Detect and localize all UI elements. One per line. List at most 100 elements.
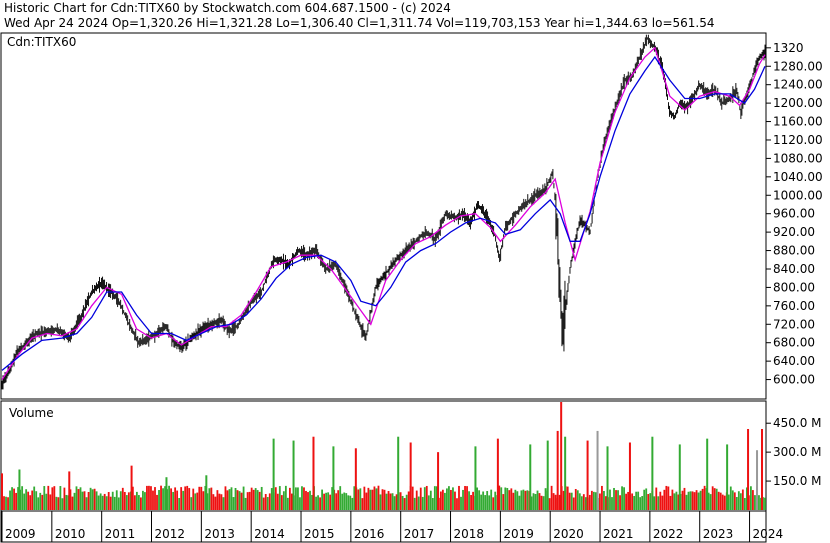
- volume-bar: [703, 485, 706, 510]
- volume-spike-bar: [706, 438, 709, 510]
- volume-bar: [234, 487, 237, 510]
- volume-bar: [39, 492, 42, 510]
- volume-bar: [117, 497, 120, 510]
- volume-bar: [105, 496, 108, 510]
- volume-spike-bar: [18, 469, 21, 510]
- volume-bar: [43, 486, 46, 510]
- volume-bar: [188, 488, 191, 510]
- volume-bar: [510, 488, 513, 510]
- volume-bar: [685, 494, 688, 510]
- volume-bar: [490, 489, 493, 510]
- volume-bar: [295, 487, 297, 510]
- volume-bar: [552, 493, 555, 510]
- volume-bar: [135, 491, 138, 510]
- volume-bar: [236, 490, 239, 510]
- volume-bar: [482, 491, 485, 510]
- volume-bar: [91, 489, 94, 510]
- volume-bar: [103, 493, 106, 510]
- volume-bar: [758, 495, 760, 510]
- volume-bar: [665, 485, 668, 510]
- volume-bar: [655, 487, 658, 510]
- volume-bar: [111, 491, 114, 510]
- volume-bar: [739, 493, 742, 510]
- volume-bar: [439, 491, 442, 510]
- volume-bar: [717, 491, 720, 510]
- volume-bar: [202, 491, 205, 510]
- volume-bar: [212, 494, 215, 510]
- volume-bar: [97, 495, 100, 510]
- volume-bar: [311, 495, 313, 510]
- volume-bar: [45, 493, 48, 510]
- volume-bar: [534, 493, 537, 510]
- volume-bar: [258, 491, 261, 510]
- volume-bar: [578, 493, 581, 510]
- volume-bar: [407, 491, 410, 510]
- volume-bar: [347, 495, 350, 510]
- price-moving-averages: [1, 46, 766, 380]
- volume-bar: [558, 494, 561, 510]
- price-y-tick-label: 1280.00: [773, 59, 823, 73]
- volume-bar: [317, 495, 319, 510]
- volume-bar: [186, 485, 189, 510]
- volume-bar: [764, 497, 766, 510]
- volume-bar: [719, 492, 722, 510]
- volume-bar: [615, 490, 617, 510]
- volume-spike-bar: [496, 438, 499, 510]
- volume-bar: [256, 490, 259, 510]
- volume-bar: [140, 497, 142, 510]
- volume-bar: [464, 485, 466, 510]
- volume-bar: [508, 490, 511, 510]
- volume-bar: [137, 495, 140, 510]
- volume-bar: [349, 495, 352, 510]
- volume-bar: [146, 485, 148, 510]
- volume-bar: [242, 486, 245, 510]
- volume-bar: [572, 497, 575, 510]
- volume-bar: [480, 494, 483, 510]
- volume-bar: [95, 491, 98, 510]
- volume-bar: [248, 491, 251, 510]
- volume-bar: [21, 486, 24, 510]
- volume-bar: [530, 496, 533, 510]
- volume-spike-bar: [205, 475, 208, 510]
- volume-bar: [401, 495, 404, 510]
- volume-bar: [737, 491, 740, 510]
- volume-bar: [574, 488, 577, 510]
- volume-bar: [89, 487, 92, 510]
- volume-bar: [309, 490, 311, 510]
- volume-bar: [603, 491, 605, 510]
- volume-bar: [584, 497, 587, 510]
- x-axis-year-label: 2013: [204, 527, 235, 541]
- volume-bar: [148, 485, 150, 510]
- volume-bar: [125, 495, 128, 510]
- volume-bar: [625, 493, 627, 510]
- volume-bar: [452, 487, 454, 510]
- volume-bar: [200, 486, 203, 510]
- volume-bar: [514, 489, 517, 510]
- volume-bar: [363, 486, 366, 510]
- volume-bar: [399, 492, 402, 510]
- volume-bar: [466, 486, 468, 510]
- volume-bar: [631, 493, 634, 510]
- volume-bar: [456, 498, 458, 510]
- volume-bar: [594, 492, 597, 510]
- volume-bars: [1, 402, 766, 510]
- volume-bar: [65, 494, 68, 510]
- volume-bar: [715, 488, 718, 510]
- volume-bar: [405, 494, 408, 510]
- volume-bar: [303, 487, 305, 510]
- volume-bar: [699, 490, 702, 510]
- volume-bar: [57, 497, 60, 510]
- volume-bar: [393, 496, 396, 510]
- volume-bar: [337, 490, 340, 510]
- volume-spike-bar: [529, 444, 532, 510]
- x-axis: 2009 2010 2011 2012 2013 2014 2015 2016 2017 2018…: [0, 510, 783, 543]
- volume-bar: [121, 487, 124, 510]
- volume-bar: [645, 488, 648, 510]
- volume-bar: [359, 488, 362, 510]
- volume-bar: [623, 487, 625, 510]
- volume-spike-bar: [546, 440, 549, 510]
- volume-bar: [520, 490, 523, 510]
- volume-spike-bar: [678, 444, 681, 510]
- volume-bar: [713, 488, 716, 510]
- volume-bar: [707, 492, 710, 510]
